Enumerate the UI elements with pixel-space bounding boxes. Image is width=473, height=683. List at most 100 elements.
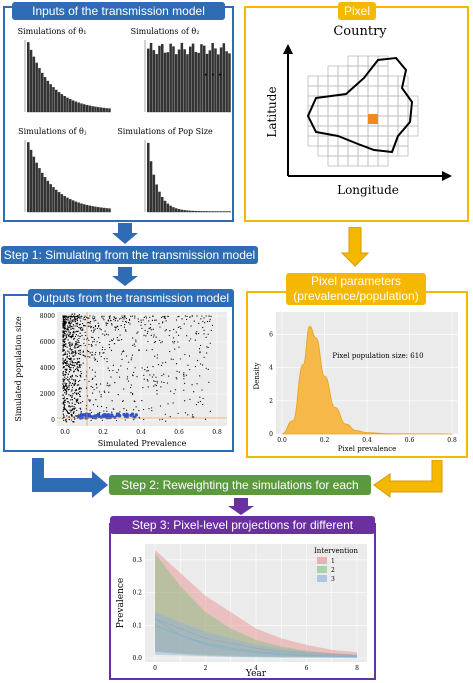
scatter-point [87,317,89,319]
scatter-point [151,376,153,378]
scatter-point [79,349,81,352]
projection-ytick: 0.1 [132,622,142,629]
scatter-point [68,322,70,325]
hist-bar [63,196,66,212]
scatter-point [62,378,64,380]
scatter-point [199,400,201,403]
scatter-point [102,352,104,354]
scatter-point [67,318,69,320]
scatter-point [167,315,169,318]
scatter-point [62,325,64,328]
scatter-point [78,387,81,390]
scatter-point [147,380,149,382]
y-axis-arrowhead [283,44,293,54]
grid-cell [337,115,349,127]
scatter-point [111,324,113,326]
scatter-point [206,346,208,348]
scatter-point [66,325,69,327]
scatter-point [191,416,194,418]
hist-bar [83,204,86,212]
scatter-point [102,346,104,348]
scatter-point [154,319,156,321]
scatter-point [113,318,115,321]
scatter-point [73,330,75,333]
scatter-point [145,315,147,317]
grid-cell [387,125,399,137]
scatter-point [63,324,65,327]
scatter-point [76,339,78,341]
scatter-point [210,329,212,331]
scatter-point [142,319,144,321]
scatter-point [210,315,212,317]
scatter-point [106,410,108,412]
grid-cell [377,155,389,167]
scatter-point [84,315,86,317]
scatter-point [62,340,64,342]
scatter-point [73,370,76,372]
legend-swatch [317,566,327,573]
hist-bar [32,156,36,212]
scatter-point [201,315,203,317]
scatter-point [62,336,64,338]
scatter-point [67,376,69,378]
scatter-point [67,412,70,415]
scatter-point [121,351,124,353]
scatter-point [109,317,111,320]
grid-cell [337,65,349,77]
scatter-point [172,341,174,343]
scatter-point [63,404,66,406]
scatter-point [114,329,117,331]
scatter-point [99,411,101,414]
scatter-point [63,419,65,422]
scatter-point [118,318,121,320]
hist-bar [161,196,164,212]
projection-xtick: 0 [153,665,157,672]
scatter-point [63,381,65,383]
grid-cell [337,75,349,87]
scatter-point [63,349,65,351]
scatter-point [175,331,177,333]
hist-bar [219,47,223,112]
grid-cell [337,125,349,137]
scatter-point [160,364,163,366]
scatter-point [135,339,137,341]
scatter-point [66,356,68,359]
scatter-point [103,315,105,317]
grid-cell [307,85,319,97]
grid-cell [397,105,409,117]
scatter-point [66,317,69,319]
scatter-point [69,347,71,349]
scatter-point [75,325,77,327]
scatter-point [120,365,122,367]
hist-bar [60,94,64,112]
scatter-point [96,360,98,362]
hist-bar [102,107,106,112]
scatter-point [207,368,209,371]
scatter-point [190,338,192,340]
scatter-point [64,343,67,345]
scatter-weighted-point [110,413,114,417]
scatter-point [82,350,84,352]
scatter-point [62,403,65,405]
scatter-point [135,406,137,408]
scatter-point [188,340,190,342]
scatter-point [191,315,194,317]
projection-chart: 0.0 0.1 0.2 0.3 0 2 4 6 8 Prevalence Year Interv… [116,544,367,678]
scatter-point [94,354,96,356]
scatter-point [92,318,95,320]
scatter-point [202,326,204,329]
scatter-point [64,321,66,323]
grid-cell [367,85,379,97]
scatter-point [75,333,78,336]
scatter-point [177,412,179,414]
scatter-point [88,380,90,382]
scatter-point [133,371,135,373]
scatter-point [71,344,74,346]
scatter-point [69,409,71,411]
scatter-point [202,403,204,406]
arrow-blue-to-step2 [32,458,108,498]
scatter-point [67,339,69,341]
scatter-point [200,344,202,347]
scatter-point [69,315,71,318]
scatter-point [69,342,71,344]
